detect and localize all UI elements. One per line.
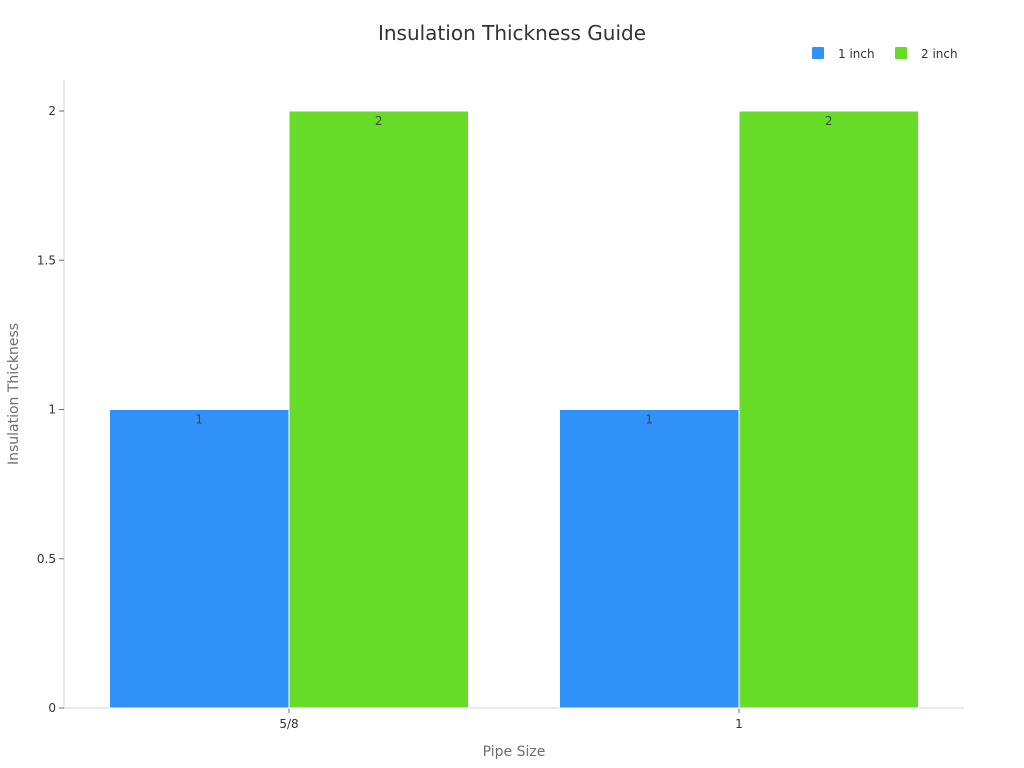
y-ticks: 0 0.5 1 1.5 2 (37, 104, 64, 715)
bar-value-label: 2 (825, 114, 833, 128)
y-tick-label: 2 (48, 104, 56, 118)
bar (738, 110, 919, 709)
bar (288, 110, 469, 709)
y-tick-label: 1.5 (37, 253, 56, 267)
x-tick-label: 5/8 (279, 717, 298, 731)
legend: 1 inch 2 inch (812, 47, 958, 61)
y-tick-label: 0 (48, 701, 56, 715)
y-tick-label: 0.5 (37, 552, 56, 566)
bars (109, 110, 919, 709)
x-axis-title: Pipe Size (483, 744, 546, 760)
bar-value-label: 2 (375, 114, 383, 128)
legend-swatch (895, 47, 907, 59)
bar (559, 409, 740, 709)
bar-value-label: 1 (195, 413, 203, 427)
y-axis-title: Insulation Thickness (6, 323, 22, 465)
data-labels: 1 2 1 2 (195, 114, 832, 427)
legend-swatch (812, 47, 824, 59)
x-ticks: 5/8 1 (279, 708, 743, 731)
bar (109, 409, 290, 709)
legend-label: 1 inch (838, 47, 875, 61)
bar-value-label: 1 (645, 413, 653, 427)
x-tick-label: 1 (735, 717, 743, 731)
y-tick-label: 1 (48, 403, 56, 417)
legend-label: 2 inch (921, 47, 958, 61)
chart-title: Insulation Thickness Guide (378, 21, 646, 45)
